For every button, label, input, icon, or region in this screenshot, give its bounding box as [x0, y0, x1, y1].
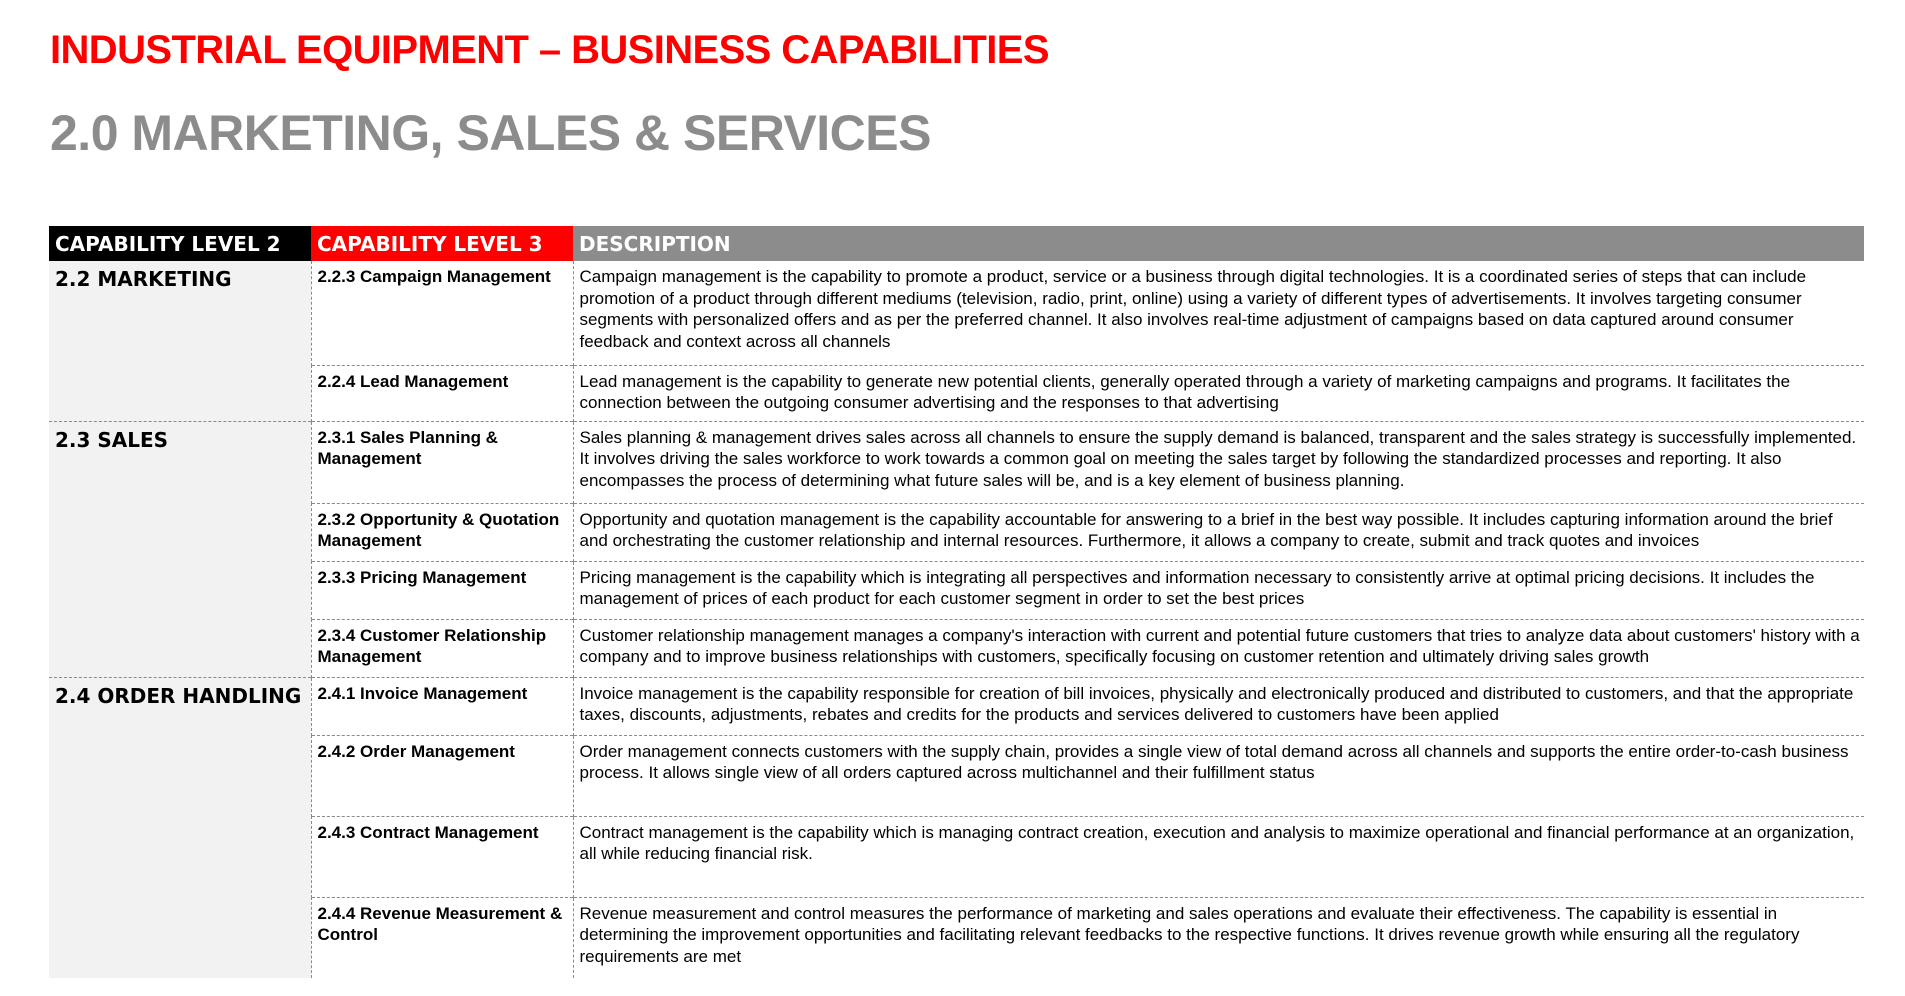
- level3-capability: 2.4.4 Revenue Measurement & Control: [311, 896, 574, 978]
- capability-description: Revenue measurement and control measures…: [573, 896, 1864, 978]
- level2-sales: 2.3 SALES: [49, 420, 312, 677]
- level3-capability: 2.2.4 Lead Management: [311, 364, 574, 421]
- capability-description: Customer relationship management manages…: [573, 618, 1864, 677]
- level3-capability: 2.4.2 Order Management: [311, 734, 574, 816]
- table-header-row: CAPABILITY LEVEL 2 CAPABILITY LEVEL 3 DE…: [49, 226, 1864, 261]
- table-row: 2.3.2 Opportunity & Quotation Management…: [49, 502, 1864, 561]
- level3-capability: 2.3.2 Opportunity & Quotation Management: [311, 502, 574, 561]
- table-row: 2.4.2 Order Management Order management …: [49, 734, 1864, 816]
- capability-description: Order management connects customers with…: [573, 734, 1864, 816]
- table-row: 2.2.4 Lead Management Lead management is…: [49, 364, 1864, 421]
- table-row: 2.3.3 Pricing Management Pricing managem…: [49, 560, 1864, 619]
- section-title: 2.0 MARKETING, SALES & SERVICES: [50, 105, 931, 161]
- column-header-description: DESCRIPTION: [573, 226, 1864, 261]
- level3-capability: 2.3.1 Sales Planning & Management: [311, 420, 574, 503]
- table-row: 2.4 ORDER HANDLING 2.4.1 Invoice Managem…: [49, 676, 1864, 978]
- column-header-level3: CAPABILITY LEVEL 3: [311, 226, 573, 261]
- level2-marketing: 2.2 MARKETING: [49, 261, 312, 421]
- level3-capability: 2.3.4 Customer Relationship Management: [311, 618, 574, 677]
- table-row: 2.3.4 Customer Relationship Management C…: [49, 618, 1864, 677]
- level3-capability: 2.3.3 Pricing Management: [311, 560, 574, 619]
- capability-description: Sales planning & management drives sales…: [573, 420, 1864, 503]
- capability-description: Opportunity and quotation management is …: [573, 502, 1864, 561]
- level2-order-handling: 2.4 ORDER HANDLING: [49, 676, 312, 978]
- table-row: 2.2 MARKETING 2.2.3 Campaign Management …: [49, 261, 1864, 421]
- table-row: 2.4.4 Revenue Measurement & Control Reve…: [49, 896, 1864, 978]
- table-row: 2.4.3 Contract Management Contract manag…: [49, 815, 1864, 897]
- capability-description: Lead management is the capability to gen…: [573, 364, 1864, 421]
- capabilities-table: CAPABILITY LEVEL 2 CAPABILITY LEVEL 3 DE…: [49, 226, 1864, 978]
- column-header-level2: CAPABILITY LEVEL 2: [49, 226, 311, 261]
- level3-capability: 2.4.3 Contract Management: [311, 815, 574, 897]
- capability-description: Pricing management is the capability whi…: [573, 560, 1864, 619]
- capability-description: Invoice management is the capability res…: [573, 676, 1864, 735]
- level3-capability: 2.4.1 Invoice Management: [311, 676, 574, 735]
- capability-description: Contract management is the capability wh…: [573, 815, 1864, 897]
- table-row: 2.3 SALES 2.3.1 Sales Planning & Managem…: [49, 420, 1864, 677]
- page-title: INDUSTRIAL EQUIPMENT – BUSINESS CAPABILI…: [50, 28, 1050, 72]
- level3-capability: 2.2.3 Campaign Management: [311, 261, 574, 365]
- capability-description: Campaign management is the capability to…: [579, 267, 1807, 351]
